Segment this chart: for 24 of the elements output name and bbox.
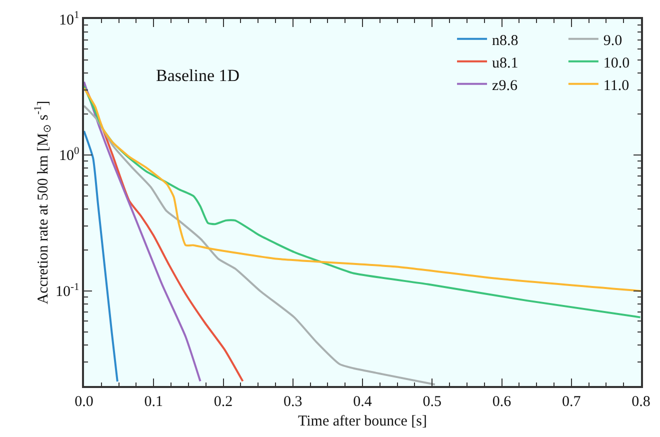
x-tick-label: 0.7 xyxy=(562,394,582,410)
x-tick-label: 0.2 xyxy=(214,394,233,410)
line-series xyxy=(84,83,244,382)
legend-label: 9.0 xyxy=(603,32,622,49)
legend-label: 11.0 xyxy=(603,78,630,94)
x-axis-title: Time after bounce [s] xyxy=(298,413,427,430)
x-tick-label: 0.0 xyxy=(74,394,94,410)
y-tick-label: 10$^{-1}$ xyxy=(56,282,80,300)
y-tick-label: 10$^{0}$ xyxy=(59,146,80,164)
legend-label: n8.8 xyxy=(492,32,518,49)
x-tick-label: 0.8 xyxy=(632,394,650,410)
y-tick-label: 10$^{1}$ xyxy=(59,10,80,28)
line-series xyxy=(84,80,202,382)
x-tick-label: 0.6 xyxy=(492,394,512,410)
x-tick-label: 0.5 xyxy=(422,394,442,410)
legend-label: u8.1 xyxy=(492,55,518,72)
line-series xyxy=(84,104,436,386)
legend-label: z9.6 xyxy=(492,78,518,94)
annotation: Baseline 1D xyxy=(156,66,240,85)
x-tick-label: 0.4 xyxy=(353,394,372,410)
x-tick-label: 0.1 xyxy=(144,394,164,410)
x-tick-label: 0.3 xyxy=(284,394,302,410)
line-series xyxy=(84,130,118,382)
legend-label: 10.0 xyxy=(603,55,630,72)
